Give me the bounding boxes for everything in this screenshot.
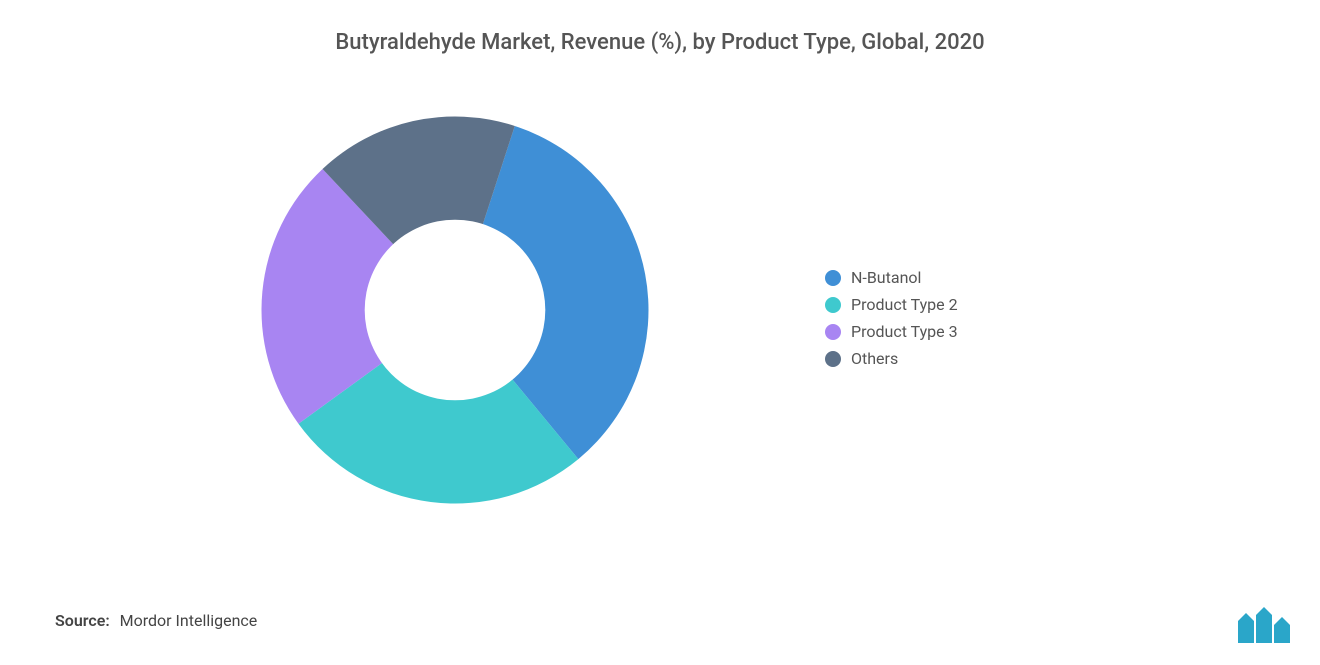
legend-swatch <box>825 297 841 313</box>
legend: N-Butanol Product Type 2 Product Type 3 Oth… <box>825 268 958 376</box>
legend-swatch <box>825 351 841 367</box>
donut-svg <box>240 95 670 525</box>
source-value: Mordor Intelligence <box>120 611 258 630</box>
legend-swatch <box>825 324 841 340</box>
legend-label: Product Type 3 <box>851 322 958 341</box>
donut-hole <box>365 220 546 401</box>
legend-label: Others <box>851 349 898 368</box>
chart-container: Butyraldehyde Market, Revenue (%), by Pr… <box>0 0 1320 665</box>
legend-label: N-Butanol <box>851 268 921 287</box>
legend-label: Product Type 2 <box>851 295 958 314</box>
legend-item: Others <box>825 349 958 368</box>
legend-item: N-Butanol <box>825 268 958 287</box>
source-line: Source: Mordor Intelligence <box>55 611 257 630</box>
source-label: Source: <box>55 611 110 630</box>
chart-title: Butyraldehyde Market, Revenue (%), by Pr… <box>0 30 1320 55</box>
donut-chart <box>240 95 670 525</box>
legend-swatch <box>825 270 841 286</box>
legend-item: Product Type 3 <box>825 322 958 341</box>
legend-item: Product Type 2 <box>825 295 958 314</box>
brand-logo-icon <box>1238 603 1290 643</box>
